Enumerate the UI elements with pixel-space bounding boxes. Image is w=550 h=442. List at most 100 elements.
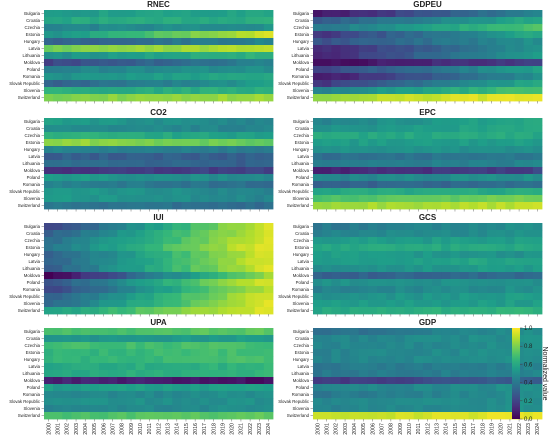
heatmap-cell: [468, 160, 479, 168]
heatmap-cell: [245, 356, 256, 364]
heatmap-cell: [44, 31, 54, 39]
year-label: 2016: [462, 423, 468, 435]
heatmap-cell: [477, 237, 488, 245]
heatmap-cell: [523, 300, 534, 308]
heatmap-cell: [135, 349, 146, 357]
heatmap-cell: [523, 59, 534, 67]
heatmap-cell: [523, 265, 534, 273]
heatmap-cell: [367, 167, 378, 175]
heatmap-cell: [62, 251, 72, 259]
heatmap-cell: [153, 153, 164, 161]
heatmap-cell: [44, 59, 54, 67]
heatmap-cell: [53, 391, 63, 399]
heatmap-cell: [254, 286, 265, 294]
heatmap-cell: [322, 59, 332, 67]
heatmap-cell: [514, 45, 525, 53]
year-label: 2020: [230, 423, 236, 435]
heatmap-cell: [89, 300, 100, 308]
heatmap-cell: [172, 349, 182, 357]
heatmap-cell: [153, 370, 164, 378]
heatmap-cell: [477, 230, 488, 238]
heatmap-cell: [477, 356, 488, 364]
heatmap-cell: [422, 167, 433, 175]
heatmap-cell: [422, 412, 433, 420]
heatmap-cell: [331, 139, 341, 147]
row-label: Lithuania: [292, 53, 310, 58]
heatmap-cell: [413, 195, 424, 203]
heatmap-cell: [487, 66, 497, 74]
heatmap-cell: [263, 146, 274, 154]
heatmap-cell: [108, 286, 118, 294]
heatmap-cell: [432, 286, 442, 294]
heatmap-cell: [144, 391, 155, 399]
heatmap-cell: [487, 286, 497, 294]
heatmap-cell: [218, 38, 228, 46]
heatmap-cell: [53, 59, 63, 67]
heatmap-cell: [44, 405, 54, 413]
heatmap-cell: [523, 52, 534, 60]
heatmap-cell: [53, 181, 63, 189]
heatmap-cell: [367, 223, 378, 231]
heatmap-cell: [108, 349, 118, 357]
heatmap-cell: [358, 398, 369, 406]
heatmap-cell: [459, 356, 470, 364]
heatmap-cell: [331, 80, 341, 88]
heatmap-cell: [322, 38, 332, 46]
heatmap-cell: [44, 153, 54, 161]
heatmap-cell: [313, 272, 323, 280]
heatmap-cell: [172, 384, 182, 392]
heatmap-cell: [117, 230, 127, 238]
heatmap-cell: [163, 230, 173, 238]
heatmap-cell: [514, 17, 525, 25]
heatmap-cell: [44, 349, 54, 357]
heatmap-cell: [153, 363, 164, 371]
heatmap-cell: [496, 10, 506, 18]
heatmap-cell: [254, 251, 265, 259]
heatmap-cell: [126, 132, 136, 140]
heatmap-cell: [190, 300, 201, 308]
row-label: Bulgaria: [293, 224, 309, 229]
heatmap-cell: [422, 132, 433, 140]
heatmap-cell: [71, 118, 82, 126]
row-label: Slovak Republic: [9, 189, 41, 194]
heatmap-cell: [432, 398, 442, 406]
heatmap-cell: [459, 195, 470, 203]
heatmap-cell: [358, 377, 369, 385]
heatmap-cell: [441, 335, 451, 343]
heatmap-cell: [62, 24, 72, 32]
heatmap-cell: [413, 174, 424, 182]
heatmap-cell: [386, 181, 396, 189]
heatmap-cell: [496, 328, 506, 336]
heatmap-cell: [199, 335, 210, 343]
heatmap-cell: [199, 356, 210, 364]
heatmap-cell: [263, 244, 274, 252]
heatmap-cell: [487, 188, 497, 196]
heatmap-cell: [135, 174, 146, 182]
year-label: 2017: [471, 423, 477, 435]
heatmap-cell: [331, 195, 341, 203]
heatmap-cell: [218, 118, 228, 126]
heatmap-cell: [126, 195, 136, 203]
heatmap-cell: [432, 272, 442, 280]
heatmap-cell: [135, 10, 146, 18]
heatmap-cell: [367, 244, 378, 252]
heatmap-cell: [523, 195, 534, 203]
heatmap-cell: [468, 202, 479, 210]
heatmap-cell: [505, 370, 515, 378]
heatmap-cell: [62, 146, 72, 154]
heatmap-cell: [505, 300, 515, 308]
heatmap-cell: [459, 52, 470, 60]
heatmap-cell: [322, 146, 332, 154]
heatmap-cell: [181, 174, 191, 182]
heatmap-cell: [487, 244, 497, 252]
heatmap-cell: [254, 146, 265, 154]
heatmap-cell: [254, 153, 265, 161]
heatmap-cell: [422, 258, 433, 266]
row-label: Slovak Republic: [278, 81, 310, 86]
row-label: Latvia: [298, 46, 310, 51]
heatmap-cell: [208, 181, 219, 189]
heatmap-cell: [236, 342, 246, 350]
colorbar-tick-label: 0.2: [524, 399, 533, 405]
year-label: 2006: [370, 423, 376, 435]
heatmap-cell: [117, 59, 127, 67]
